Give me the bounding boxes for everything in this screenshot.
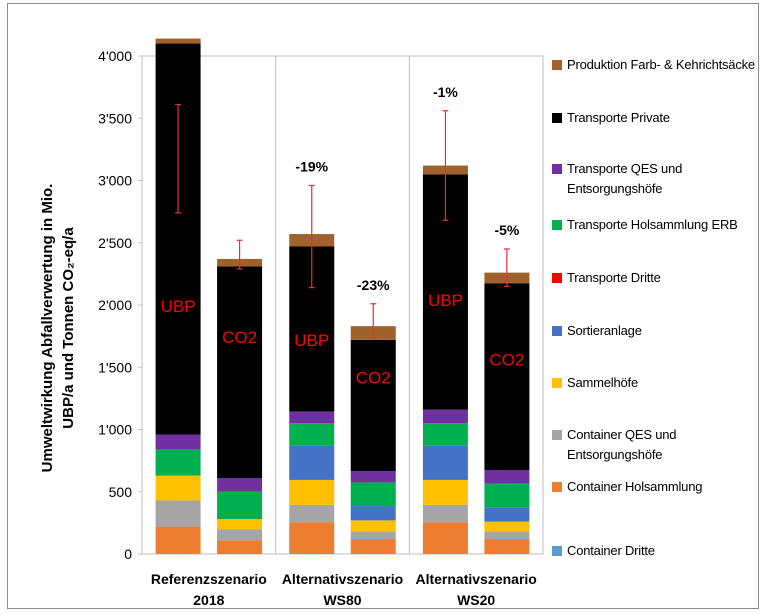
percent-change-label: -5% (494, 222, 519, 238)
bar-segment (484, 483, 530, 508)
percent-change-label: -1% (433, 84, 458, 100)
y-tick-label: 0 (124, 546, 132, 562)
bar-label: CO2 (356, 369, 391, 388)
legend-swatch (552, 430, 562, 440)
bar-label: UBP (161, 297, 196, 316)
chart-frame (7, 3, 759, 609)
bar-segment (350, 339, 396, 472)
legend-swatch (552, 546, 562, 556)
legend-swatch (552, 482, 562, 492)
legend-label: Transporte QES und Entsorgungshöfe (567, 161, 683, 196)
bar-segment (350, 531, 396, 540)
bar-segment (155, 434, 201, 450)
y-tick-label: 4'000 (98, 48, 132, 64)
plot-area (141, 55, 544, 555)
bar-segment (289, 504, 335, 523)
y-axis-label-line2: UBP/a und Tonnen CO₂-eq/a (60, 227, 77, 429)
bar-segment (217, 519, 263, 530)
x-group-label: WS80 (323, 592, 361, 608)
bar-segment (155, 38, 201, 44)
x-group-label: WS20 (457, 592, 495, 608)
bar-segment (217, 266, 263, 479)
bar-segment (484, 507, 530, 522)
bar-segment (350, 482, 396, 507)
bar-label: CO2 (489, 351, 524, 370)
bar-segment (484, 521, 530, 532)
legend-label: Container Holsammlung (567, 479, 703, 494)
legend-label: Sortieranlage (567, 323, 642, 338)
legend-swatch (552, 273, 562, 283)
legend-label: Container QES und Entsorgungshöfe (567, 427, 677, 462)
bar-segment (155, 449, 201, 476)
x-group-label: Alternativszenario (415, 571, 536, 587)
bar-segment (217, 478, 263, 492)
bar-segment (217, 491, 263, 520)
bar-segment (155, 500, 201, 527)
bar-label: UBP (294, 331, 329, 350)
bar-label: CO2 (222, 328, 257, 347)
y-axis-label: Umweltwirkung Abfallverwertung in Mio. U… (37, 184, 79, 473)
bar-segment (422, 479, 468, 505)
legend-swatch (552, 113, 562, 123)
bar-label: UBP (428, 291, 463, 310)
legend-label: Container Dritte (567, 543, 655, 558)
bar-segment (289, 479, 335, 505)
legend-label: Sammelhöfe (567, 375, 638, 390)
bar-segment (350, 520, 396, 532)
y-tick-label: 1'000 (98, 422, 132, 438)
bar-segment (289, 522, 335, 554)
bar-segment (484, 531, 530, 540)
legend-label: Transporte Private (567, 110, 670, 125)
legend-swatch (552, 220, 562, 230)
legend-label: Transporte Holsammlung ERB (567, 217, 738, 232)
bar-segment (350, 471, 396, 483)
legend-label: Produktion Farb- & Kehrichtsäcke (567, 57, 755, 72)
bar-segment (484, 469, 530, 484)
y-axis-label-line1: Umweltwirkung Abfallverwertung in Mio. (39, 183, 56, 473)
bar-segment (422, 504, 468, 523)
percent-change-label: -23% (357, 277, 390, 293)
bar-segment (422, 409, 468, 424)
bar-segment (484, 539, 530, 554)
bar-segment (289, 411, 335, 424)
bar-segment (422, 522, 468, 554)
bar-segment (217, 540, 263, 554)
y-tick-label: 3'500 (98, 110, 132, 126)
legend-label: Transporte Dritte (567, 270, 661, 285)
bar-segment (484, 283, 530, 470)
bar-segment (422, 423, 468, 446)
bar-segment (350, 539, 396, 554)
legend-swatch (552, 60, 562, 70)
bar-segment (155, 43, 201, 435)
percent-change-label: -19% (295, 158, 328, 174)
bar-segment (217, 529, 263, 541)
x-group-label: Alternativszenario (282, 571, 403, 587)
y-tick-label: 2'500 (98, 235, 132, 251)
y-tick-label: 500 (109, 484, 133, 500)
bar-segment (350, 506, 396, 521)
y-tick-label: 2'000 (98, 297, 132, 313)
bar-segment (289, 423, 335, 446)
legend-swatch (552, 378, 562, 388)
y-tick-label: 3'000 (98, 173, 132, 189)
x-group-label: 2018 (193, 592, 224, 608)
bar-segment (155, 475, 201, 501)
bar-segment (422, 445, 468, 480)
bar-segment (289, 445, 335, 480)
bar-segment (155, 526, 201, 554)
legend-swatch (552, 164, 562, 174)
x-group-label: Referenzszenario (151, 571, 267, 587)
legend-swatch (552, 326, 562, 336)
y-tick-label: 1'500 (98, 359, 132, 375)
